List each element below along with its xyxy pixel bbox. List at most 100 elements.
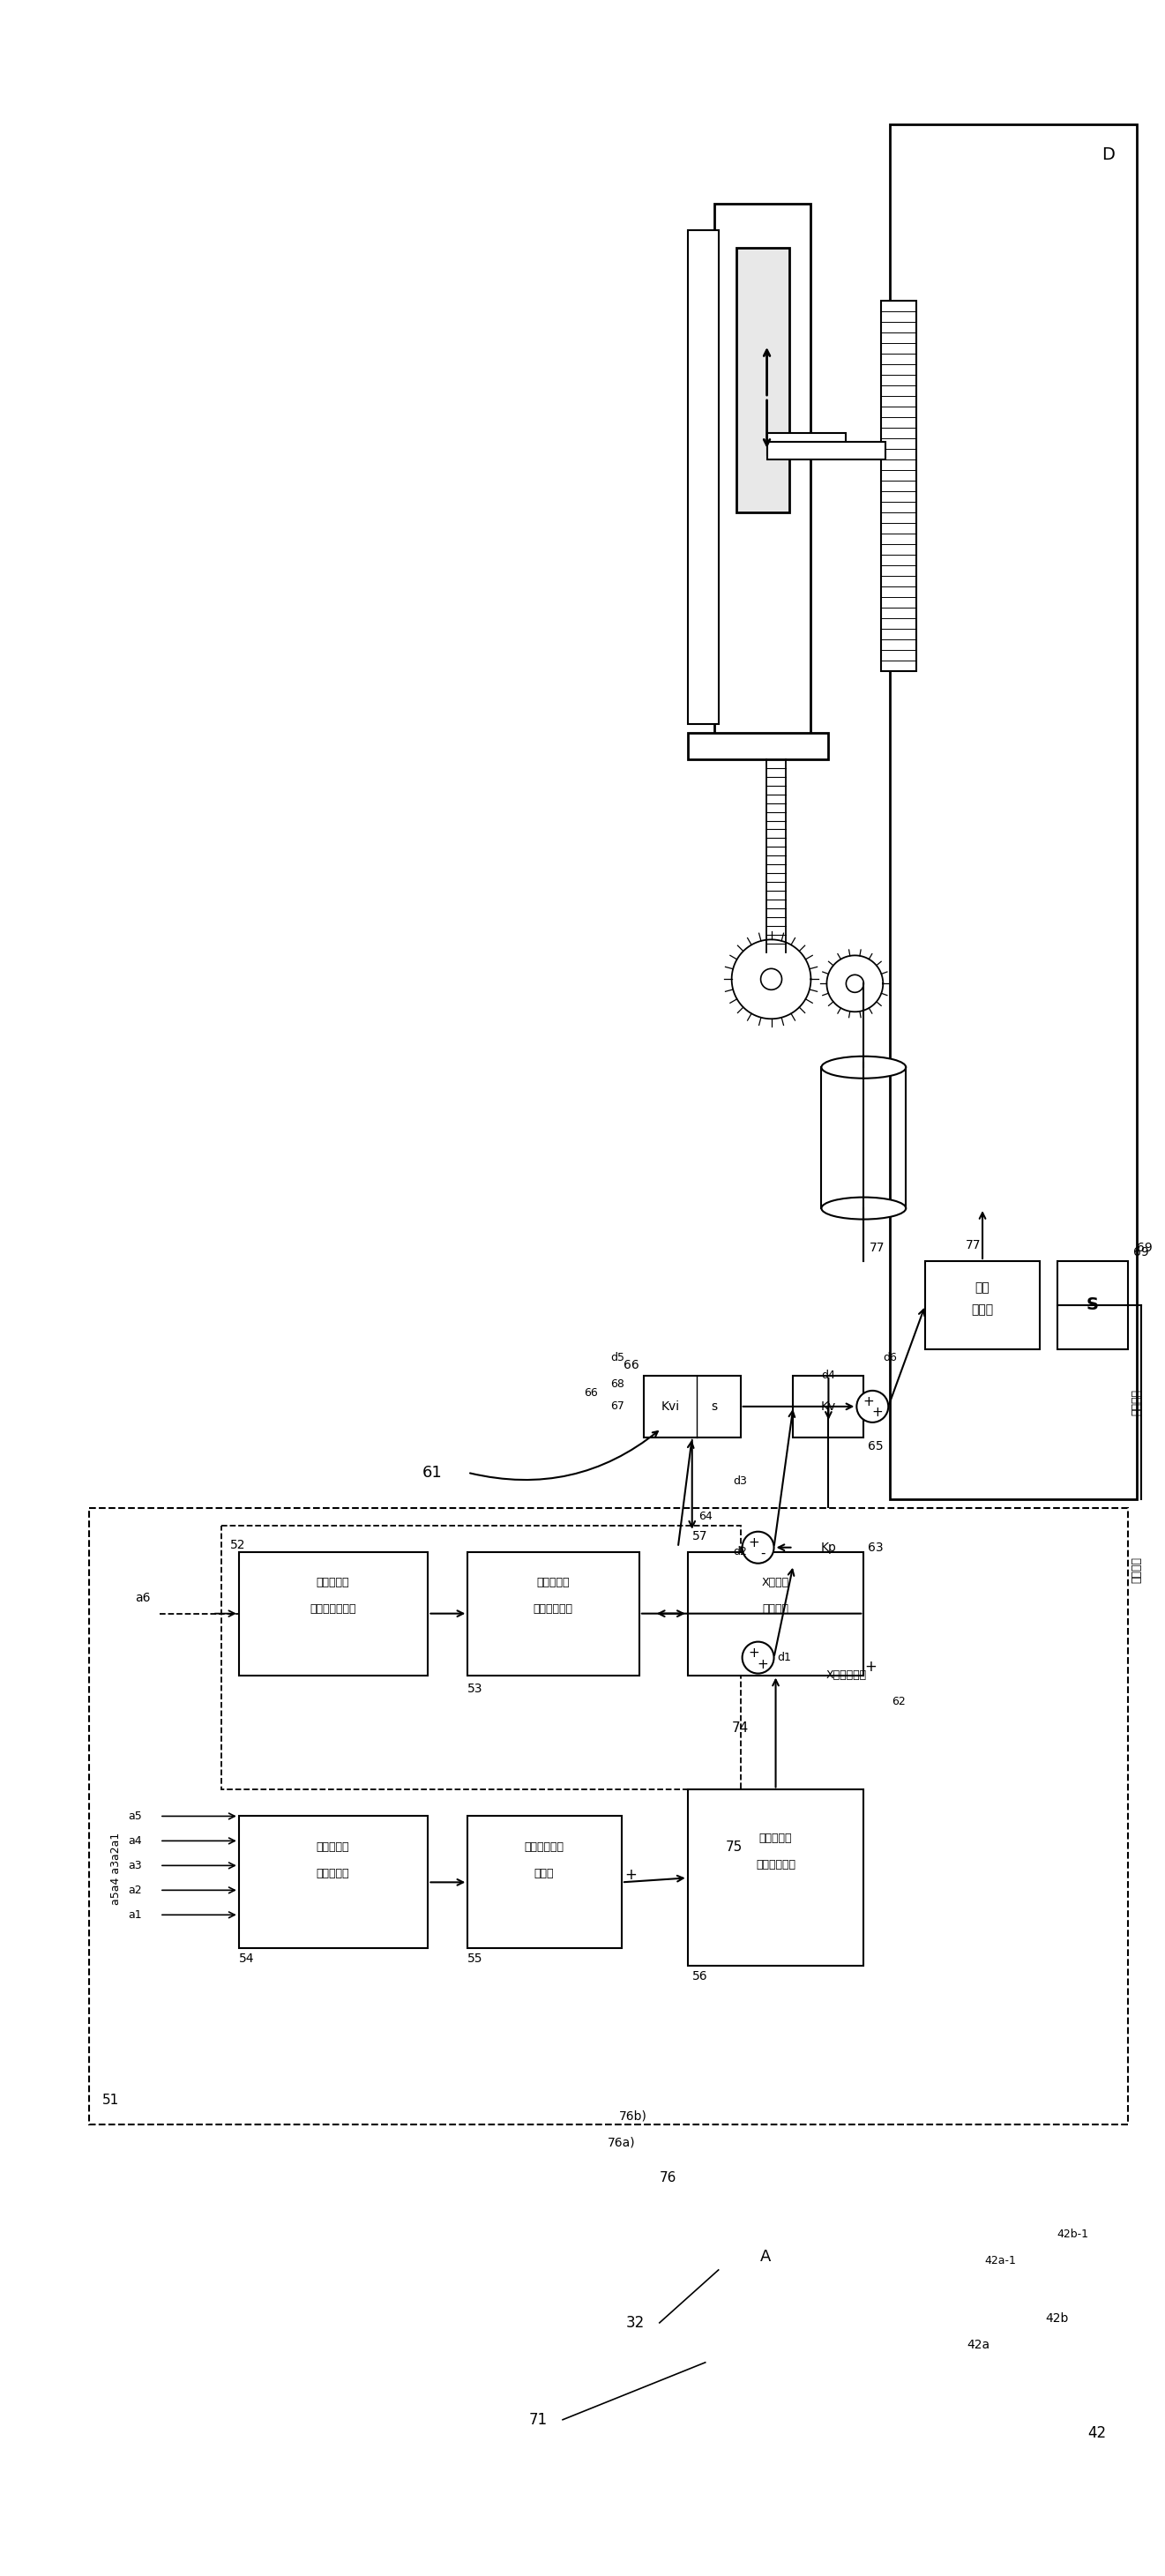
Text: 76: 76 bbox=[659, 2172, 677, 2184]
Text: 66: 66 bbox=[623, 1360, 640, 1370]
Text: a5a4 a3a2a1: a5a4 a3a2a1 bbox=[110, 1832, 121, 1906]
Text: +: + bbox=[862, 1396, 874, 1409]
Text: 66: 66 bbox=[584, 1388, 598, 1399]
Text: d3: d3 bbox=[734, 1476, 748, 1486]
Circle shape bbox=[846, 974, 863, 992]
Text: 56: 56 bbox=[692, 1971, 707, 1984]
Text: +: + bbox=[624, 1868, 636, 1883]
Bar bbox=[793, 1517, 863, 1579]
Bar bbox=[793, 1376, 863, 1437]
Bar bbox=[890, 124, 1137, 1499]
Text: a4: a4 bbox=[128, 1834, 142, 1847]
Text: 62: 62 bbox=[892, 1695, 906, 1708]
Text: 工作台系统: 工作台系统 bbox=[760, 1832, 792, 1844]
Bar bbox=[687, 732, 828, 760]
Text: Kp: Kp bbox=[820, 1540, 836, 1553]
Text: +: + bbox=[748, 1535, 760, 1551]
Text: Kvi: Kvi bbox=[661, 1401, 679, 1412]
Text: D: D bbox=[1101, 147, 1115, 162]
Text: -: - bbox=[760, 1548, 765, 1561]
Text: 算出部: 算出部 bbox=[535, 1868, 555, 1878]
Bar bbox=[925, 1262, 1039, 1350]
Text: 77: 77 bbox=[966, 1239, 981, 1252]
Bar bbox=[239, 1816, 428, 1947]
Text: d1: d1 bbox=[777, 1651, 791, 1664]
Bar bbox=[1058, 1262, 1128, 1350]
Text: +: + bbox=[871, 1406, 883, 1419]
Text: 53: 53 bbox=[467, 1682, 483, 1695]
Circle shape bbox=[856, 1391, 889, 1422]
Text: a1: a1 bbox=[128, 1909, 142, 1922]
Bar bbox=[467, 1551, 640, 1674]
Bar bbox=[90, 1507, 1128, 2125]
Text: a6: a6 bbox=[135, 1592, 150, 1605]
Text: 位置反馈: 位置反馈 bbox=[1131, 1556, 1142, 1582]
Text: 电流: 电流 bbox=[975, 1280, 990, 1293]
Text: X轴位置指令: X轴位置指令 bbox=[826, 1669, 867, 1682]
Bar bbox=[714, 204, 811, 750]
Text: 42a: 42a bbox=[967, 2339, 989, 2352]
Text: 57: 57 bbox=[692, 1530, 707, 1543]
Bar bbox=[239, 1551, 428, 1674]
Text: d4: d4 bbox=[821, 1370, 835, 1381]
Circle shape bbox=[742, 1641, 774, 1674]
Text: +: + bbox=[748, 1646, 760, 1659]
Text: 热位移算出部: 热位移算出部 bbox=[756, 1860, 796, 1870]
Text: 64: 64 bbox=[698, 1512, 712, 1522]
Bar bbox=[644, 1376, 741, 1437]
Text: 54: 54 bbox=[239, 1953, 254, 1965]
Bar bbox=[736, 247, 789, 513]
Bar bbox=[767, 440, 885, 459]
Bar bbox=[221, 1525, 741, 1790]
Text: a5: a5 bbox=[128, 1811, 142, 1821]
Text: a3: a3 bbox=[128, 1860, 142, 1870]
Text: 69: 69 bbox=[1134, 1247, 1149, 1260]
Text: 位置检测器: 位置检测器 bbox=[536, 1577, 570, 1589]
Text: 控制部: 控制部 bbox=[972, 1303, 994, 1316]
Text: 温度数据输入部: 温度数据输入部 bbox=[310, 1602, 356, 1615]
Text: 量输出部: 量输出部 bbox=[762, 1602, 789, 1615]
Text: d2: d2 bbox=[734, 1546, 748, 1558]
Text: 52: 52 bbox=[230, 1538, 246, 1551]
Text: 76b): 76b) bbox=[619, 2110, 648, 2123]
Text: 74: 74 bbox=[732, 1721, 749, 1734]
Ellipse shape bbox=[821, 1198, 906, 1218]
Text: 42b-1: 42b-1 bbox=[1058, 2228, 1089, 2241]
Text: 69: 69 bbox=[1137, 1242, 1152, 1255]
Text: 32: 32 bbox=[626, 2316, 644, 2331]
Text: a2: a2 bbox=[128, 1886, 142, 1896]
Text: 77: 77 bbox=[869, 1242, 884, 1255]
Bar bbox=[881, 301, 917, 670]
Text: 55: 55 bbox=[467, 1953, 483, 1965]
Bar bbox=[687, 229, 719, 724]
Circle shape bbox=[742, 1533, 774, 1564]
Text: 65: 65 bbox=[868, 1440, 883, 1453]
Text: +: + bbox=[864, 1659, 877, 1674]
Text: 61: 61 bbox=[423, 1466, 443, 1481]
Text: d6: d6 bbox=[883, 1352, 897, 1363]
Text: 位置检测器: 位置检测器 bbox=[317, 1577, 349, 1589]
Text: 速度反馈: 速度反馈 bbox=[1131, 1388, 1142, 1414]
Text: 热位移算出部: 热位移算出部 bbox=[534, 1602, 573, 1615]
Circle shape bbox=[761, 969, 782, 989]
Bar bbox=[767, 433, 846, 456]
Text: s: s bbox=[711, 1401, 718, 1412]
Text: 76a): 76a) bbox=[608, 2136, 636, 2148]
Text: d5: d5 bbox=[610, 1352, 624, 1363]
Text: 63: 63 bbox=[868, 1540, 883, 1553]
Bar bbox=[467, 1816, 622, 1947]
Text: 67: 67 bbox=[610, 1401, 624, 1412]
Text: 75: 75 bbox=[726, 1839, 743, 1855]
Text: 工作台温度: 工作台温度 bbox=[317, 1842, 349, 1852]
Text: S: S bbox=[1086, 1296, 1099, 1314]
Text: 71: 71 bbox=[529, 2411, 548, 2427]
Text: 42b: 42b bbox=[1046, 2313, 1069, 2324]
Text: X轴校正: X轴校正 bbox=[762, 1577, 790, 1589]
Text: 工作台热位移: 工作台热位移 bbox=[524, 1842, 564, 1852]
Text: 68: 68 bbox=[610, 1378, 624, 1391]
Ellipse shape bbox=[821, 1056, 906, 1079]
Text: +: + bbox=[757, 1659, 768, 1672]
Text: 42a-1: 42a-1 bbox=[984, 2257, 1016, 2267]
Text: 51: 51 bbox=[103, 2094, 119, 2107]
Text: 数据输入部: 数据输入部 bbox=[317, 1868, 349, 1878]
